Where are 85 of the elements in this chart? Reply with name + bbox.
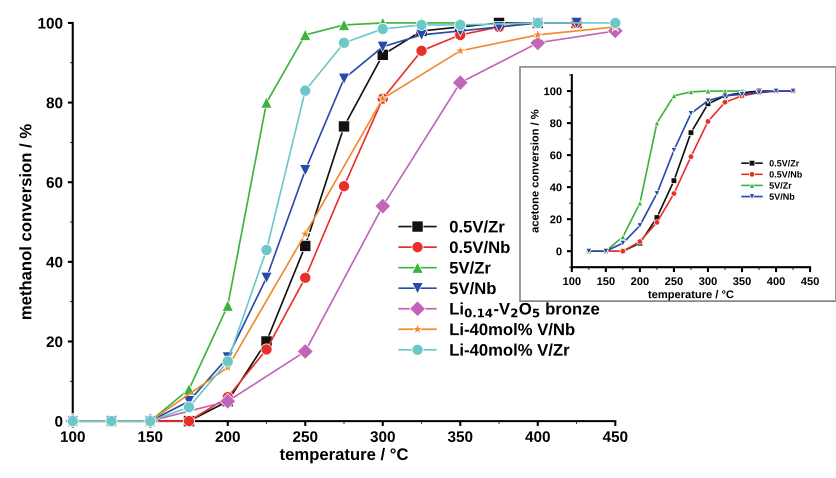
y-tick-label: 20 [46,336,62,348]
point [338,36,350,49]
legend-label: 0.5V/Nb [450,240,510,254]
x-tick-label: 200 [216,431,240,442]
y-tick-label: 0 [556,247,562,256]
x-tick-label: 450 [800,277,819,286]
point [654,190,660,197]
x-tick-label: 250 [293,431,318,442]
x-tick-label: 350 [448,431,472,442]
point [722,99,728,106]
point [670,92,678,99]
y-tick-label: 60 [46,177,62,188]
point [636,222,644,229]
point [636,200,644,206]
x-tick-label: 300 [370,431,395,442]
point [222,300,234,312]
y-tick-label: 20 [550,215,562,224]
x-tick-label: 450 [602,431,628,442]
legend-label: Li-40mol% V/Nb [450,323,574,336]
point [654,219,660,226]
x-tick-label: 150 [597,277,615,286]
point [704,118,712,125]
point [670,178,678,184]
point [260,344,272,356]
y-axis-title: methanol conversion / % [19,124,32,320]
x-tick-label: 100 [563,277,581,286]
x-tick-label: 300 [698,277,717,286]
point [260,272,272,284]
point [338,72,350,85]
point [688,154,694,160]
y-tick-label: 60 [550,151,562,160]
x-axis-title: temperature / °C [280,448,408,464]
point [260,244,272,256]
point [688,110,694,117]
y-tick-label: 0 [55,416,62,427]
point [299,240,312,252]
point [299,28,312,41]
legend-label: 0.5V/Nb [770,170,802,178]
point [338,180,350,192]
y-tick-label: 80 [46,97,62,108]
x-tick-label: 100 [60,431,85,442]
y-tick-label: 40 [550,183,562,192]
point [452,74,468,91]
x-tick-label: 400 [525,431,550,442]
point [183,401,195,414]
legend-label: 5V/Zr [769,182,792,189]
point [260,96,272,108]
legend-label: Li$_{0.14}$-V$_{2}$O$_{5}$ bronze [450,302,600,318]
point [688,88,694,95]
point [609,17,622,29]
y-tick-label: 100 [38,18,62,29]
x-tick-label: 350 [732,277,751,286]
x-tick-label: 250 [665,277,683,286]
point [299,164,312,176]
point [338,120,350,132]
point [299,84,312,97]
x-tick-label: 150 [138,431,162,442]
x-tick-label: 400 [766,277,785,286]
point [297,343,314,360]
point [416,19,428,31]
point [374,198,391,214]
point [376,23,389,35]
legend-label: Li-40mol% V/Zr [450,344,570,356]
point [416,44,428,57]
point [338,19,350,31]
point [670,190,678,197]
point [376,40,389,53]
y-axis-title: acetone conversion / % [530,110,539,233]
legend-label: 5V/Zr [450,261,491,274]
point [222,355,234,368]
legend-label: 0.5V/Zr [770,160,800,167]
point [299,272,312,284]
point [620,234,626,240]
point [688,130,694,136]
x-tick-label: 200 [631,277,649,286]
point [654,120,660,126]
legend-label: 0.5V/Zr [450,220,505,233]
legend-label: 5V/Nb [769,193,794,200]
y-tick-label: 80 [550,119,562,128]
point [704,98,712,104]
legend-label: 5V/Nb [450,282,496,294]
y-tick-label: 40 [46,256,62,268]
x-axis-title: temperature / °C [648,290,734,300]
y-tick-label: 100 [544,87,562,96]
point [670,147,678,154]
